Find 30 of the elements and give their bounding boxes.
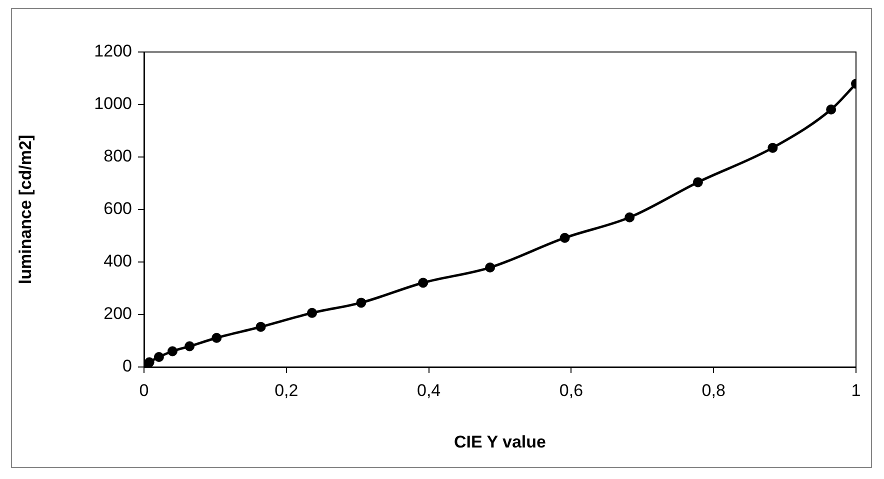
- point: [307, 308, 318, 318]
- x-tick-label: 0,6: [559, 380, 584, 400]
- y-tick-label: 400: [104, 252, 132, 271]
- y-tick-label: 600: [104, 199, 132, 218]
- x-tick-label: 0: [139, 380, 149, 400]
- x-tick-label: 0,2: [274, 380, 298, 400]
- point: [768, 142, 778, 153]
- y-axis-title: luminance [cd/m2]: [16, 134, 35, 284]
- point: [256, 322, 266, 332]
- point: [144, 357, 154, 367]
- y-tick-label: 1200: [94, 42, 132, 61]
- point: [184, 341, 195, 352]
- point: [826, 104, 836, 114]
- x-tick-label: 0,8: [702, 380, 726, 400]
- x-axis-title: CIE Y value: [454, 432, 546, 452]
- point: [418, 278, 428, 288]
- y-tick-label: 800: [104, 146, 132, 166]
- y-tick-label: 200: [104, 304, 132, 324]
- point: [212, 332, 222, 343]
- y-tick-label: 1000: [94, 94, 132, 114]
- point: [692, 177, 703, 188]
- x-tick-label: 0,4: [416, 380, 441, 400]
- point: [560, 232, 570, 243]
- point: [167, 346, 178, 356]
- point: [624, 212, 635, 222]
- x-tick-label: 1: [851, 380, 861, 400]
- point: [356, 298, 366, 308]
- y-tick-label: 0: [122, 356, 132, 376]
- point: [485, 262, 496, 273]
- point: [154, 352, 164, 362]
